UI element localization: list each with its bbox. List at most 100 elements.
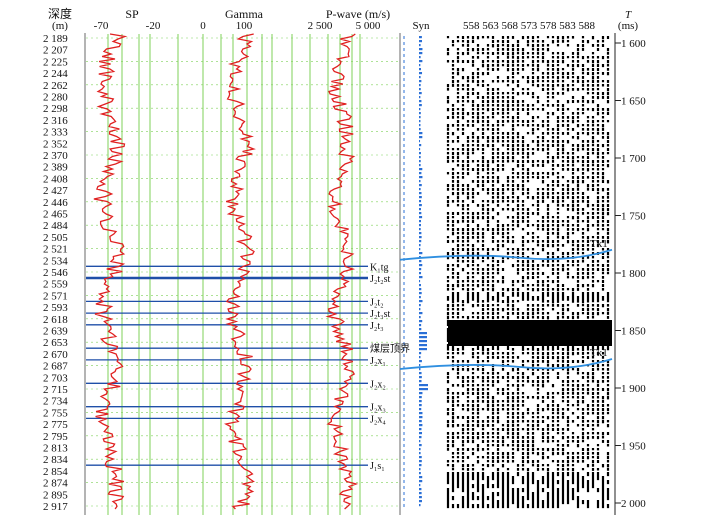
trace-numbers: 558 563 568 573 578 583 588 [463, 20, 596, 32]
syn-wiggle [419, 324, 422, 327]
depth-label: 2 316 [43, 115, 68, 127]
time-label: 2 000 [621, 498, 646, 510]
syn-wiggle [419, 200, 422, 203]
syn-wiggle [419, 276, 423, 279]
syn-wiggle [419, 240, 422, 243]
depth-label: 2 389 [43, 162, 68, 174]
depth-label: 2 207 [43, 45, 68, 57]
syn-wiggle [419, 148, 421, 151]
time-label: 1 600 [621, 38, 646, 50]
depth-label: 2 546 [43, 267, 68, 279]
gamma-tick-left: 0 [200, 20, 206, 32]
syn-wiggle [419, 356, 421, 359]
syn-wiggle [419, 160, 421, 163]
depth-label: 2 755 [43, 407, 68, 419]
syn-wiggle [419, 456, 422, 459]
syn-wiggle [419, 476, 423, 479]
syn-wiggle [419, 108, 421, 111]
depth-label: 2 505 [43, 232, 68, 244]
gamma-title: Gamma [225, 7, 264, 21]
syn-wiggle [419, 452, 421, 455]
depth-label: 2 874 [43, 478, 68, 490]
pwave-title: P-wave (m/s) [326, 7, 390, 21]
gamma-curve [223, 33, 256, 510]
time-label: 1 650 [621, 96, 646, 108]
horizon-label: J₂t₃ [370, 321, 384, 332]
syn-wiggle [419, 76, 421, 79]
syn-wiggle [419, 176, 423, 179]
gamma-tick-right: 100 [236, 20, 253, 32]
syn-wiggle [419, 252, 423, 255]
syn-wiggle [419, 188, 421, 191]
syn-wiggle [419, 408, 422, 411]
syn-wiggle [419, 460, 422, 463]
syn-wiggle [419, 164, 421, 167]
syn-wiggle [419, 348, 427, 351]
time-label: 1 900 [621, 383, 646, 395]
syn-wiggle [419, 332, 427, 335]
syn-wiggle [419, 484, 421, 487]
pick-line [399, 248, 613, 261]
syn-wiggle [419, 344, 427, 347]
horizon-label: J₂x₂ [370, 379, 386, 390]
syn-wiggle [419, 416, 423, 419]
depth-label: 2 834 [43, 454, 68, 466]
depth-label: 2 370 [43, 150, 68, 162]
depth-label: 2 333 [43, 127, 68, 139]
syn-wiggle [419, 208, 421, 211]
syn-wiggle [419, 432, 423, 435]
depth-label: 2 298 [43, 103, 68, 115]
syn-wiggle [419, 104, 422, 107]
pwave-curve [325, 33, 359, 510]
syn-wiggle [419, 412, 423, 415]
syn-wiggle [419, 236, 422, 239]
syn-wiggle [419, 496, 422, 499]
syn-wiggle [419, 304, 421, 307]
syn-wiggle [419, 140, 421, 143]
syn-wiggle [419, 480, 423, 483]
horizon-label: J₂x₁ [370, 356, 386, 367]
syn-wiggle [419, 320, 423, 323]
syn-wiggle [419, 232, 422, 235]
syn-wiggle [419, 500, 422, 503]
depth-label: 2 571 [43, 290, 68, 302]
syn-wiggle [419, 120, 421, 123]
seismic-picks: Tk1 Tk1 [399, 238, 613, 370]
horizon-label: J₂t₂ [370, 297, 384, 308]
syn-wiggle [419, 100, 422, 103]
syn-wiggle [419, 420, 422, 423]
depth-label: 2 775 [43, 419, 68, 431]
syn-wiggle [419, 60, 423, 63]
syn-wiggle [419, 88, 421, 91]
syn-wiggle [419, 48, 423, 51]
syn-wiggle [419, 220, 422, 223]
depth-label: 2 352 [43, 138, 68, 150]
syn-wiggle [419, 392, 423, 395]
syn-wiggle [419, 72, 423, 75]
seismic-section [446, 36, 612, 509]
syn-wiggle [419, 184, 422, 187]
depth-label: 2 734 [43, 396, 68, 408]
horizon-label: J₂x₃ [370, 403, 386, 414]
syn-wiggle [419, 440, 421, 443]
syn-wiggle [419, 264, 423, 267]
syn-wiggle [419, 204, 422, 207]
time-title: T [625, 9, 632, 21]
log-curves [93, 33, 359, 510]
syn-wiggle [419, 144, 422, 147]
syn-wiggle [419, 268, 422, 271]
depth-label: 2 639 [43, 326, 68, 338]
depth-label: 2 189 [43, 33, 68, 45]
syn-wiggle [419, 488, 422, 491]
depth-label: 2 244 [43, 68, 68, 80]
syn-wiggle [419, 244, 421, 247]
time-label: 1 750 [621, 211, 646, 223]
sp-tick-right: -20 [146, 20, 161, 32]
depth-label: 2 280 [43, 92, 68, 104]
syn-wiggle [419, 272, 422, 275]
grid [86, 34, 398, 515]
syn-wiggle [419, 492, 422, 495]
syn-wiggle [419, 192, 422, 195]
depth-label: 2 895 [43, 489, 68, 501]
